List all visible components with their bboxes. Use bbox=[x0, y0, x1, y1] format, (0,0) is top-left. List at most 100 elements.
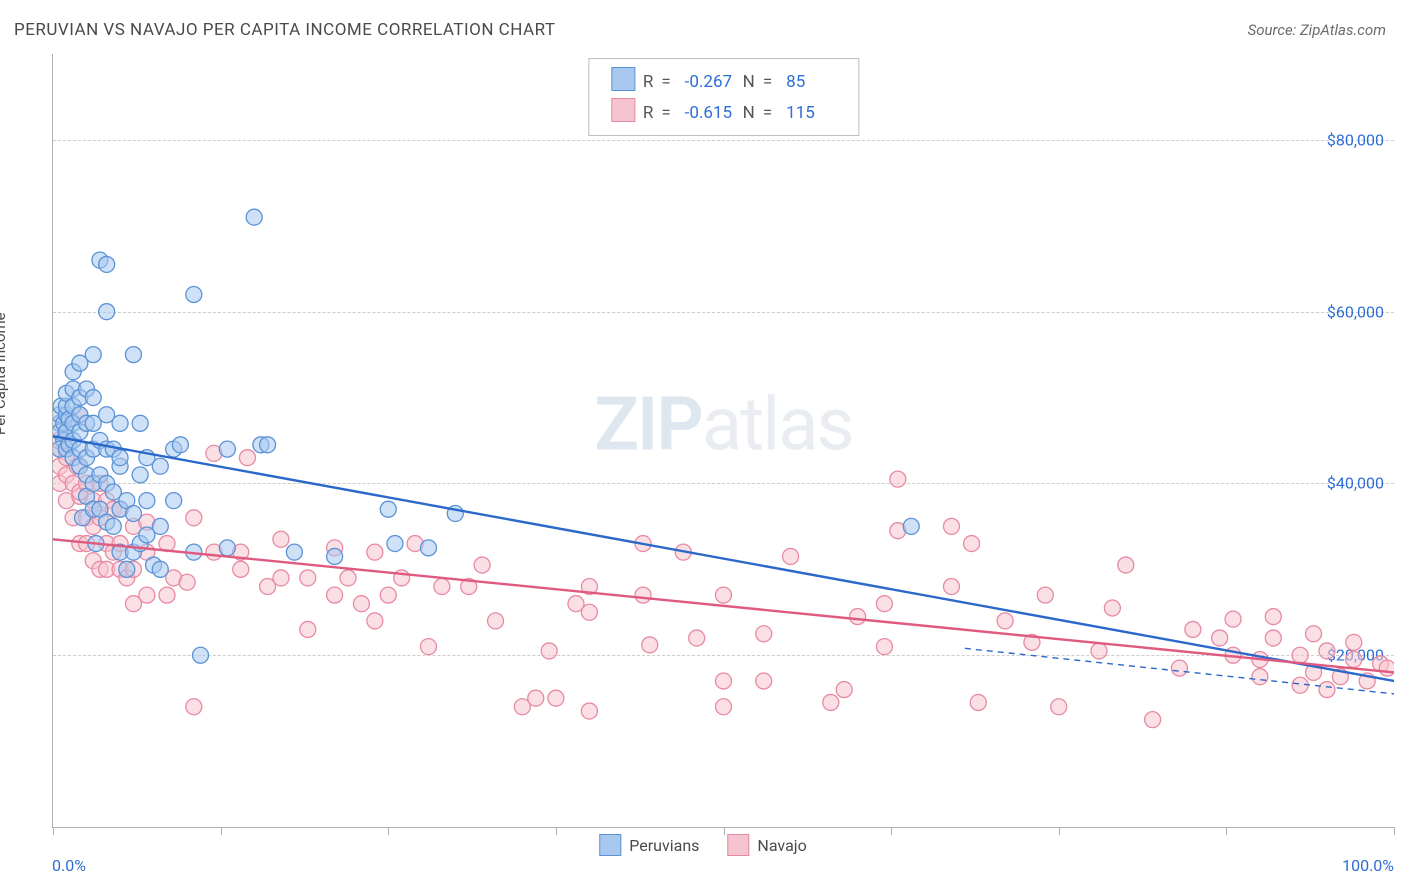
navajo-point bbox=[964, 536, 980, 552]
r-value-peruvians: -0.267 bbox=[679, 67, 735, 96]
x-max-label: 100.0% bbox=[1342, 856, 1394, 875]
navajo-point bbox=[1379, 660, 1394, 676]
chart-source: Source: ZipAtlas.com bbox=[1248, 21, 1386, 39]
navajo-point bbox=[1091, 643, 1107, 659]
peruvians-point bbox=[166, 493, 182, 509]
navajo-point bbox=[850, 609, 866, 625]
navajo-point bbox=[890, 471, 906, 487]
navajo-point bbox=[474, 557, 490, 573]
legend-bottom: Peruvians Navajo bbox=[599, 834, 806, 856]
navajo-point bbox=[1265, 630, 1281, 646]
navajo-point bbox=[970, 694, 986, 710]
navajo-point bbox=[233, 561, 249, 577]
peruvians-point bbox=[112, 415, 128, 431]
navajo-point bbox=[1212, 630, 1228, 646]
peruvians-point bbox=[152, 458, 168, 474]
navajo-point bbox=[876, 596, 892, 612]
navajo-point bbox=[943, 518, 959, 534]
navajo-point bbox=[340, 570, 356, 586]
navajo-point bbox=[548, 690, 564, 706]
navajo-point bbox=[783, 548, 799, 564]
peruvians-point bbox=[105, 518, 121, 534]
r-label-navajo: R bbox=[643, 98, 653, 127]
swatch-peruvians bbox=[611, 67, 635, 91]
navajo-point bbox=[1346, 634, 1362, 650]
navajo-point bbox=[300, 570, 316, 586]
x-tick bbox=[891, 827, 892, 835]
n-value-navajo: 115 bbox=[780, 98, 836, 127]
navajo-point bbox=[581, 703, 597, 719]
peruvians-point bbox=[119, 561, 135, 577]
peruvians-point bbox=[420, 540, 436, 556]
correlation-stats-box: R = -0.267 N = 85 R = -0.615 N = 115 bbox=[588, 58, 859, 136]
navajo-point bbox=[1346, 652, 1362, 668]
navajo-point bbox=[1319, 643, 1335, 659]
legend-label-peruvians: Peruvians bbox=[629, 836, 699, 855]
navajo-point bbox=[716, 587, 732, 603]
navajo-point bbox=[186, 699, 202, 715]
legend-label-navajo: Navajo bbox=[757, 836, 806, 855]
x-tick bbox=[556, 827, 557, 835]
legend-item-navajo: Navajo bbox=[727, 834, 806, 856]
peruvians-point bbox=[99, 256, 115, 272]
navajo-point bbox=[159, 587, 175, 603]
r-label-peruvians: R bbox=[643, 67, 653, 96]
peruvians-point bbox=[132, 415, 148, 431]
n-label-navajo: N bbox=[743, 98, 755, 127]
scatter-svg bbox=[53, 54, 1394, 827]
navajo-point bbox=[528, 690, 544, 706]
navajo-point bbox=[273, 570, 289, 586]
peruvians-point bbox=[139, 493, 155, 509]
peruvians-point bbox=[903, 518, 919, 534]
chart-header: PERUVIAN VS NAVAJO PER CAPITA INCOME COR… bbox=[14, 20, 1386, 40]
peruvians-point bbox=[286, 544, 302, 560]
x-tick bbox=[221, 827, 222, 835]
navajo-point bbox=[1104, 600, 1120, 616]
peruvians-point bbox=[85, 347, 101, 363]
navajo-point bbox=[367, 613, 383, 629]
navajo-point bbox=[1051, 699, 1067, 715]
x-tick bbox=[1226, 827, 1227, 835]
peruvians-point bbox=[112, 450, 128, 466]
peruvians-point bbox=[152, 518, 168, 534]
x-tick bbox=[53, 827, 54, 835]
peruvians-point bbox=[125, 506, 141, 522]
navajo-point bbox=[1292, 677, 1308, 693]
navajo-point bbox=[756, 626, 772, 642]
navajo-point bbox=[1252, 669, 1268, 685]
x-tick bbox=[1059, 827, 1060, 835]
navajo-point bbox=[756, 673, 772, 689]
swatch-peruvians bbox=[599, 834, 621, 856]
navajo-point bbox=[273, 531, 289, 547]
peruvians-point bbox=[380, 501, 396, 517]
plot-area: ZIPatlas R = -0.267 N = 85 R = -0.615 N … bbox=[52, 54, 1394, 828]
navajo-point bbox=[1306, 626, 1322, 642]
peruvians-point bbox=[219, 441, 235, 457]
navajo-point bbox=[239, 450, 255, 466]
navajo-point bbox=[581, 604, 597, 620]
navajo-point bbox=[1037, 587, 1053, 603]
navajo-point bbox=[1185, 621, 1201, 637]
peruvians-point bbox=[246, 209, 262, 225]
stats-row-peruvians: R = -0.267 N = 85 bbox=[611, 67, 836, 96]
r-value-navajo: -0.615 bbox=[679, 98, 735, 127]
peruvians-point bbox=[186, 286, 202, 302]
navajo-point bbox=[642, 637, 658, 653]
navajo-point bbox=[823, 694, 839, 710]
legend-item-peruvians: Peruvians bbox=[599, 834, 699, 856]
peruvians-point bbox=[132, 467, 148, 483]
navajo-point bbox=[635, 587, 651, 603]
swatch-navajo bbox=[727, 834, 749, 856]
navajo-point bbox=[1145, 712, 1161, 728]
stats-row-navajo: R = -0.615 N = 115 bbox=[611, 98, 836, 127]
navajo-point bbox=[186, 510, 202, 526]
navajo-point bbox=[1225, 611, 1241, 627]
swatch-navajo bbox=[611, 98, 635, 122]
navajo-point bbox=[367, 544, 383, 560]
navajo-point bbox=[179, 574, 195, 590]
peruvians-point bbox=[219, 540, 235, 556]
x-min-label: 0.0% bbox=[52, 856, 86, 875]
y-axis-label: Per Capita Income bbox=[0, 312, 9, 435]
navajo-point bbox=[488, 613, 504, 629]
navajo-point bbox=[876, 639, 892, 655]
